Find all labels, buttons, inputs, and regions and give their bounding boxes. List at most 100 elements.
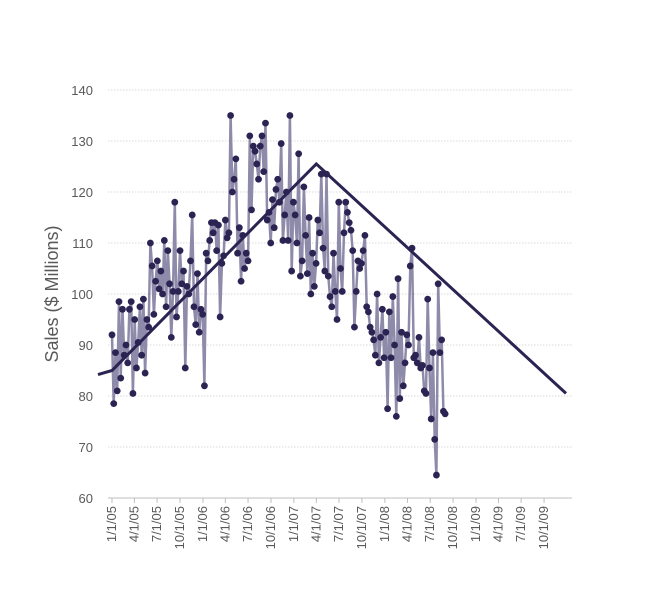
data-point xyxy=(279,237,287,244)
data-point xyxy=(139,295,147,303)
data-point xyxy=(391,341,398,349)
data-point xyxy=(424,295,432,303)
x-tick-label: 7/1/06 xyxy=(240,506,255,542)
data-point xyxy=(394,275,402,283)
data-point xyxy=(382,328,390,336)
x-tick-label: 1/1/08 xyxy=(377,506,392,542)
data-point xyxy=(181,364,189,372)
data-point xyxy=(436,349,444,357)
x-tick-label: 7/1/08 xyxy=(422,506,437,542)
data-point xyxy=(150,311,158,318)
data-point xyxy=(361,231,369,239)
data-point xyxy=(194,270,201,277)
data-point xyxy=(401,359,409,367)
data-point xyxy=(115,298,123,306)
y-tick-label: 90 xyxy=(79,338,93,353)
data-point xyxy=(117,374,125,382)
data-point xyxy=(419,362,426,369)
data-point xyxy=(197,305,205,313)
data-point xyxy=(258,132,266,140)
y-tick-label: 60 xyxy=(79,491,93,506)
data-point xyxy=(288,267,296,275)
data-point xyxy=(228,188,236,196)
data-point xyxy=(438,336,446,344)
data-point xyxy=(319,244,327,252)
y-tick-labels: 60 70 80 90 100 110 120 130 140 xyxy=(71,83,93,506)
data-point xyxy=(316,229,323,237)
data-point xyxy=(368,328,376,336)
x-tick-label: 4/1/05 xyxy=(126,506,141,542)
data-point xyxy=(290,198,297,206)
data-point xyxy=(152,277,160,285)
data-point xyxy=(112,349,119,357)
data-point xyxy=(202,249,210,257)
data-point xyxy=(385,308,393,316)
data-point xyxy=(370,336,378,344)
data-point xyxy=(344,209,351,216)
data-point xyxy=(232,155,240,163)
data-point xyxy=(262,119,269,127)
data-point xyxy=(441,410,449,418)
x-tick-label: 10/1/08 xyxy=(445,506,460,549)
x-tick-label: 1/1/06 xyxy=(195,506,210,542)
data-point xyxy=(422,390,430,397)
data-point xyxy=(284,237,292,244)
data-point xyxy=(126,305,133,313)
data-point xyxy=(127,298,135,306)
data-point xyxy=(234,249,241,257)
data-point xyxy=(174,288,182,295)
y-tick-label: 140 xyxy=(71,83,93,98)
axes xyxy=(108,497,572,503)
data-point xyxy=(160,237,168,244)
data-point xyxy=(201,382,208,390)
data-point xyxy=(269,196,276,204)
data-point xyxy=(384,405,391,413)
data-point xyxy=(183,282,191,290)
data-point xyxy=(405,341,412,349)
data-point xyxy=(237,277,245,285)
data-point xyxy=(345,219,353,227)
data-point xyxy=(333,316,341,323)
data-point xyxy=(330,249,337,257)
y-tick-label: 110 xyxy=(72,236,93,251)
x-tick-label: 1/1/05 xyxy=(104,506,119,542)
data-point xyxy=(312,260,320,267)
data-point xyxy=(296,272,304,280)
data-point xyxy=(171,198,179,206)
data-point xyxy=(352,288,360,295)
data-point xyxy=(164,247,172,255)
data-point xyxy=(377,333,385,341)
data-point xyxy=(371,351,379,359)
data-point xyxy=(413,359,421,367)
x-tick-label: 10/1/05 xyxy=(172,506,187,549)
data-point xyxy=(429,349,437,357)
data-point xyxy=(195,328,203,336)
x-tick-label: 1/1/09 xyxy=(468,506,483,542)
data-point xyxy=(277,140,285,147)
data-point xyxy=(389,293,397,300)
data-point xyxy=(286,112,294,119)
data-point xyxy=(378,305,386,313)
data-point xyxy=(169,288,177,295)
data-point xyxy=(310,282,318,290)
data-point xyxy=(314,216,322,224)
data-point xyxy=(251,147,259,155)
data-point xyxy=(399,382,407,390)
data-point xyxy=(365,308,372,316)
data-point xyxy=(159,290,166,298)
data-point xyxy=(337,265,344,272)
data-point xyxy=(328,303,336,311)
data-point xyxy=(307,290,315,298)
data-point xyxy=(204,257,212,265)
data-point xyxy=(309,249,316,257)
data-point xyxy=(188,211,196,219)
data-point xyxy=(392,413,400,420)
data-point xyxy=(433,471,440,479)
data-point xyxy=(162,303,170,311)
x-tick-label: 7/1/05 xyxy=(149,506,164,542)
data-point xyxy=(119,305,126,313)
data-point xyxy=(347,226,355,234)
data-point xyxy=(270,224,278,232)
